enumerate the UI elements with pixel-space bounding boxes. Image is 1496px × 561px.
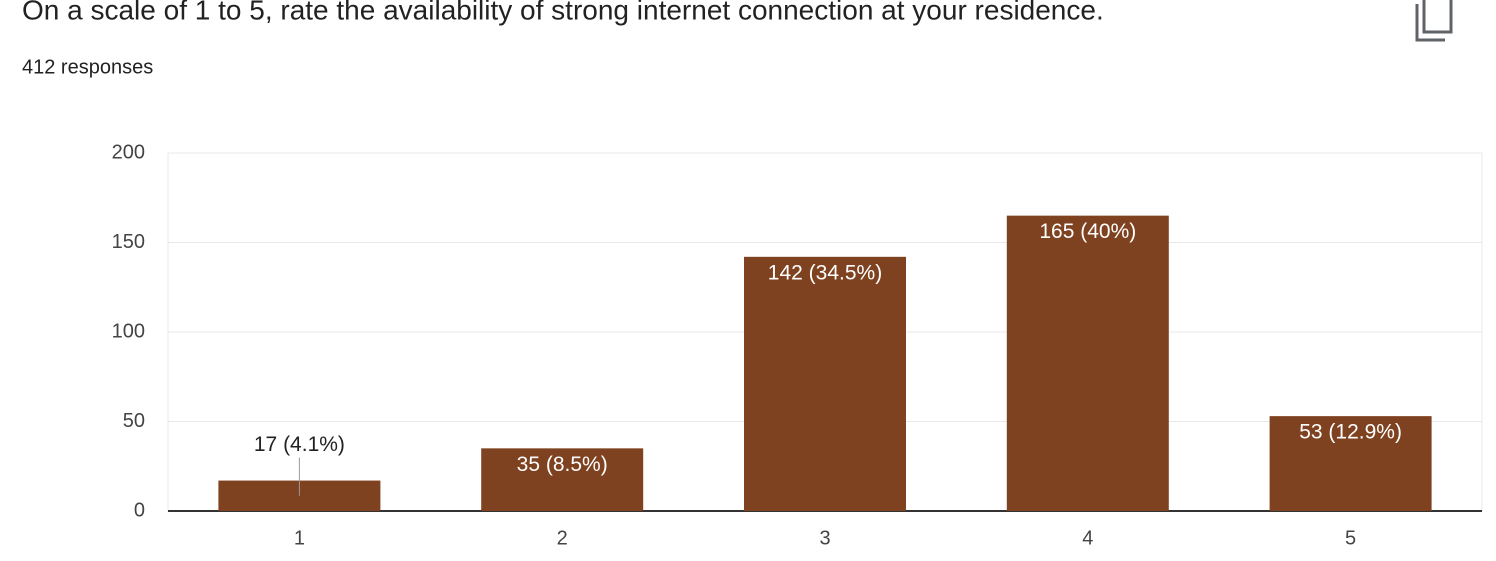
x-tick-label: 1 xyxy=(294,527,305,549)
copy-icon[interactable] xyxy=(1415,0,1453,42)
y-tick-label: 100 xyxy=(112,320,145,342)
chart-subtitle: 412 responses xyxy=(22,56,153,78)
bar xyxy=(744,256,906,511)
y-tick-label: 150 xyxy=(112,231,145,253)
chart-title: On a scale of 1 to 5, rate the availabil… xyxy=(22,0,1104,25)
data-label: 35 (8.5%) xyxy=(517,453,608,476)
y-tick-label: 50 xyxy=(123,410,145,432)
data-label: 165 (40%) xyxy=(1039,220,1136,243)
x-tick-label: 3 xyxy=(819,527,830,549)
copy-icon-front xyxy=(1422,0,1453,34)
x-tick-label: 5 xyxy=(1345,527,1356,549)
data-label: 53 (12.9%) xyxy=(1299,421,1402,444)
bar xyxy=(1269,416,1432,511)
y-tick-label: 200 xyxy=(112,141,145,163)
y-tick-label: 0 xyxy=(134,499,145,521)
bar xyxy=(1006,215,1169,511)
x-tick-label: 2 xyxy=(557,527,568,549)
x-tick-label: 4 xyxy=(1082,527,1093,549)
data-label: 142 (34.5%) xyxy=(768,261,882,284)
copy-icon-back xyxy=(1415,4,1445,42)
data-label: 17 (4.1%) xyxy=(254,433,345,456)
bar xyxy=(481,448,644,511)
